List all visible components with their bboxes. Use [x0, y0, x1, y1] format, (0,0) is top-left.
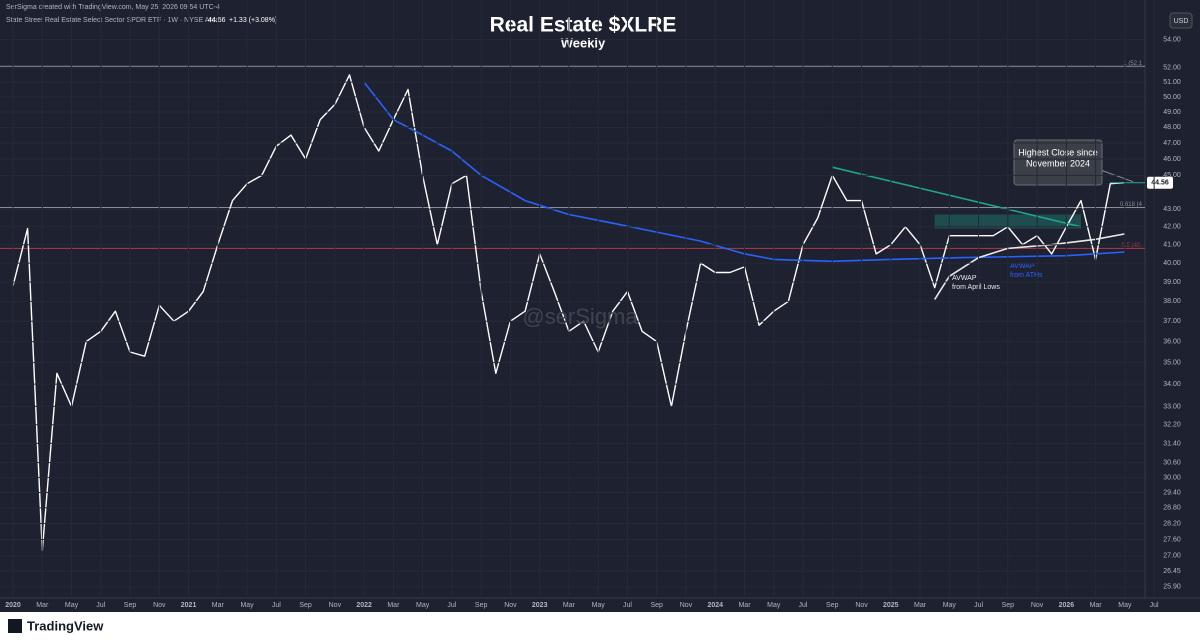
x-tick-label: 2025 [883, 602, 899, 609]
brand: TradingView [27, 618, 104, 633]
logo-icon [8, 619, 22, 633]
last-price-badge [1147, 176, 1173, 189]
x-tick-label: Nov [680, 602, 693, 609]
x-tick-label: May [65, 602, 79, 609]
x-tick-label: 2022 [356, 602, 372, 609]
y-tick-label: 38.00 [1163, 298, 1181, 305]
footer [0, 612, 1200, 640]
y-tick-label: 33.00 [1163, 403, 1181, 410]
x-tick-label: May [767, 602, 781, 609]
x-tick-label: Sep [826, 602, 839, 609]
y-tick-label: 34.00 [1163, 381, 1181, 388]
y-tick-label: 45.00 [1163, 172, 1181, 179]
y-tick-label: 43.00 [1163, 206, 1181, 213]
y-tick-label: 30.00 [1163, 474, 1181, 481]
x-tick-label: 2020 [5, 602, 21, 609]
y-tick-label: 25.90 [1163, 584, 1181, 591]
y-tick-label: 36.00 [1163, 338, 1181, 345]
last-price-header: 44.56 [208, 17, 226, 24]
series-label: AVWAP from ATHs [1010, 263, 1043, 279]
x-tick-label: May [943, 602, 957, 609]
currency-box[interactable] [1169, 12, 1193, 29]
y-tick-label: 32.20 [1163, 422, 1181, 429]
symbol: State Street Real Estate Select Sector S… [6, 17, 219, 24]
x-tick-label: May [592, 602, 606, 609]
x-tick-label: Jul [974, 602, 983, 609]
x-tick-label: Nov [855, 602, 868, 609]
x-tick-label: Sep [475, 602, 488, 609]
x-tick-label: Mar [1090, 602, 1103, 609]
x-tick-label: Nov [329, 602, 342, 609]
y-tick-label: 26.45 [1163, 568, 1181, 575]
x-tick-label: Sep [299, 602, 312, 609]
chart-subtitle: Weekly [561, 35, 606, 50]
x-tick-label: Mar [212, 602, 225, 609]
x-tick-label: Jul [272, 602, 281, 609]
x-tick-label: May [240, 602, 254, 609]
y-tick-label: 30.60 [1163, 460, 1181, 467]
change: +1.33 (+3.08%) [229, 17, 277, 24]
x-tick-label: 2023 [532, 602, 548, 609]
x-tick-label: May [416, 602, 430, 609]
x-tick-label: Sep [124, 602, 137, 609]
y-tick-label: 52.00 [1163, 65, 1181, 72]
chart-title: Real Estate $XLRE [490, 14, 677, 37]
x-tick-label: Mar [387, 602, 400, 609]
y-tick-label: 27.00 [1163, 553, 1181, 560]
x-tick-label: Mar [738, 602, 751, 609]
y-tick-label: 28.20 [1163, 520, 1181, 527]
watermark: @serSigma [522, 304, 638, 329]
x-tick-label: Mar [563, 602, 576, 609]
y-tick-label: 35.00 [1163, 359, 1181, 366]
y-tick-label: 41.00 [1163, 242, 1181, 249]
y-tick-label: 28.80 [1163, 505, 1181, 512]
x-tick-label: Jul [96, 602, 105, 609]
x-tick-label: Nov [504, 602, 517, 609]
x-tick-label: Jul [623, 602, 632, 609]
series-line [832, 166, 1082, 228]
y-tick-label: 39.00 [1163, 279, 1181, 286]
y-tick-label: 31.40 [1163, 440, 1181, 447]
fib-label: 0.618 (4 [1120, 202, 1143, 208]
x-tick-label: 2024 [707, 602, 723, 609]
y-tick-label: 51.00 [1163, 79, 1181, 86]
x-tick-label: 2021 [181, 602, 197, 609]
x-tick-label: Sep [1002, 602, 1015, 609]
y-tick-label: 49.00 [1163, 109, 1181, 116]
x-tick-label: 2026 [1059, 602, 1075, 609]
y-tick-label: 40.00 [1163, 260, 1181, 267]
y-tick-label: 50.00 [1163, 94, 1181, 101]
x-tick-label: Jul [1150, 602, 1159, 609]
x-tick-label: May [1118, 602, 1132, 609]
fib-label: 0.5 (40. [1122, 243, 1143, 249]
annotation-box [1013, 139, 1103, 186]
x-tick-label: Nov [1031, 602, 1044, 609]
x-tick-label: Jul [799, 602, 808, 609]
last-price-label: 44.56 [1151, 180, 1169, 187]
y-tick-label: 48.00 [1163, 124, 1181, 131]
y-tick-label: 54.00 [1163, 36, 1181, 43]
x-tick-label: Jul [447, 602, 456, 609]
y-tick-label: 27.60 [1163, 536, 1181, 543]
x-tick-label: Sep [650, 602, 663, 609]
y-tick-label: 37.00 [1163, 318, 1181, 325]
annotation-text: November 2024 [1026, 158, 1090, 168]
y-tick-label: 29.40 [1163, 489, 1181, 496]
annotation-text: Highest Close since [1018, 147, 1098, 157]
credit: SerSigma created with TradingView.com, M… [6, 4, 220, 11]
y-tick-label: 46.00 [1163, 156, 1181, 163]
x-tick-label: Nov [153, 602, 166, 609]
x-tick-label: Mar [36, 602, 49, 609]
x-tick-label: Mar [914, 602, 927, 609]
y-tick-label: 47.00 [1163, 140, 1181, 147]
fib-label: 1 (52.1 [1123, 61, 1142, 67]
currency[interactable]: USD [1174, 18, 1189, 25]
y-tick-label: 42.00 [1163, 224, 1181, 231]
series-label: AVWAP from April Lows [952, 275, 1000, 291]
